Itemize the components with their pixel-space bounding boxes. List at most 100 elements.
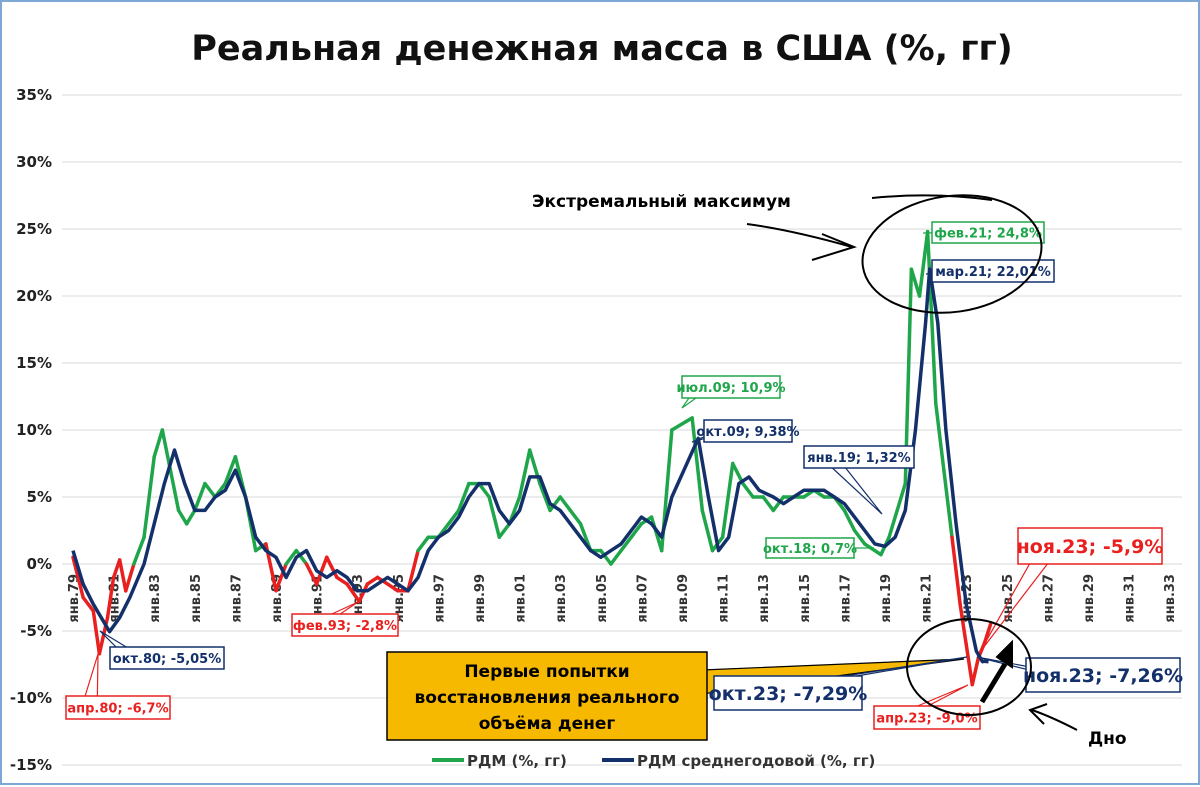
x-tick-label: янв.05: [595, 574, 610, 623]
x-tick-label: янв.03: [554, 574, 569, 623]
rdm-line-segment: [917, 229, 930, 298]
circle-bottom: [906, 618, 1032, 716]
y-tick-label: -5%: [20, 622, 52, 640]
y-tick-label: 10%: [16, 421, 52, 439]
up-arrow-head-icon: [995, 639, 1013, 669]
rdm-line-segment: [294, 548, 309, 566]
callout-text: объёма денег: [479, 714, 616, 734]
legend-label-rdm: РДМ (%, гг): [467, 752, 567, 770]
data-label: фев.93; -2,8%: [291, 601, 399, 637]
x-tick-label: янв.33: [1163, 574, 1178, 623]
x-tick-label: янв.01: [514, 574, 529, 623]
rdm-line-segment: [357, 582, 370, 604]
y-tick-label: 0%: [27, 555, 52, 573]
data-label: апр.80; -6,7%: [65, 653, 171, 720]
rdm-line-segment: [761, 495, 776, 513]
rdm-line-segment: [477, 481, 491, 499]
rdm-line-segment: [304, 562, 319, 586]
x-tick-label: янв.79: [67, 574, 82, 623]
x-tick-label: янв.87: [229, 574, 244, 623]
x-tick-label: янв.97: [432, 574, 447, 623]
rdm-line-segment: [124, 562, 136, 593]
legend: РДМ (%, гг) РДМ среднегодовой (%, гг): [432, 752, 875, 770]
rdm-line-segment: [887, 508, 899, 539]
svg-text:июл.09; 10,9%: июл.09; 10,9%: [676, 381, 785, 396]
svg-text:апр.23; -9,0%: апр.23; -9,0%: [876, 712, 977, 727]
callout-text: восстановления реального: [415, 688, 680, 708]
data-label: июл.09; 10,9%: [676, 375, 786, 409]
rdm-line-segment: [152, 428, 165, 459]
arrow-icon: [746, 223, 857, 261]
svg-text:фев.93; -2,8%: фев.93; -2,8%: [293, 619, 397, 634]
rdm-line-segment: [538, 481, 552, 513]
svg-text:фев.21; 24,8%: фев.21; 24,8%: [934, 227, 1042, 242]
data-label: окт.09; 9,38%: [691, 419, 800, 443]
x-tick-label: янв.11: [717, 574, 732, 623]
rdm-line-segment: [852, 528, 867, 546]
rdm-line-segment: [568, 508, 583, 526]
rdm-line-segment: [970, 656, 981, 687]
rdm-line-segment: [619, 535, 633, 553]
rdm-line-segment: [771, 495, 786, 513]
circle-max: [861, 194, 1043, 314]
note-extreme-max: Экстремальный максимум: [532, 192, 791, 212]
svg-text:ноя.23; -5,9%: ноя.23; -5,9%: [1017, 536, 1164, 558]
y-tick-label: -10%: [10, 689, 52, 707]
rdm-line-segment: [385, 582, 400, 593]
rdm-line-segment: [925, 229, 938, 405]
data-label: окт.18; 0,7%: [763, 537, 874, 559]
x-tick-label: янв.31: [1123, 574, 1138, 623]
rdm-line-segment: [690, 416, 705, 513]
data-label: ноя.23; -7,26%: [976, 656, 1183, 693]
arrow-icon: [1028, 703, 1078, 731]
rdm-line-segment: [446, 508, 461, 526]
rdm-line-segment: [720, 461, 735, 539]
rdm-line-segment: [176, 508, 189, 526]
rdm-line-segment: [629, 522, 644, 539]
rdm-line-segment: [335, 575, 349, 586]
y-tick-label: 15%: [16, 354, 52, 372]
x-tick-label: янв.83: [148, 574, 163, 623]
y-tick-label: 20%: [16, 287, 52, 305]
x-tick-label: янв.91: [311, 574, 326, 623]
rdm-line-segment: [168, 468, 181, 513]
rdm-line-segment: [365, 575, 380, 586]
rdm-line-segment: [71, 555, 85, 600]
x-tick-label: янв.09: [676, 574, 691, 623]
rdm-average-line: [71, 267, 989, 664]
up-arrow-icon: [979, 662, 1008, 704]
rdm-line-segment: [274, 562, 288, 593]
rdm-line-segment: [142, 455, 156, 539]
y-tick-label: 25%: [16, 220, 52, 238]
rdm-line-segment: [909, 267, 922, 298]
y-tick-label: 5%: [27, 488, 52, 506]
y-tick-label: -15%: [10, 756, 52, 774]
rdm-line-segment: [958, 602, 968, 647]
x-tick-label: янв.99: [473, 574, 488, 623]
grid: [62, 94, 1182, 766]
rdm-line-segment: [895, 481, 908, 513]
svg-text:окт.23; -7,29%: окт.23; -7,29%: [709, 683, 868, 705]
rdm-line-segment: [670, 416, 694, 432]
data-label: окт.23; -7,29%: [709, 656, 968, 711]
rdm-line-segment: [81, 595, 96, 613]
y-tick-label: 30%: [16, 153, 52, 171]
rdm-line-segment: [649, 515, 664, 553]
rdm-line-segment: [982, 622, 993, 645]
rdm-line-segment: [416, 535, 430, 553]
data-label: янв.19; 1,32%: [803, 445, 915, 515]
rdm-line-segment: [942, 468, 954, 539]
rdm-line-segment: [741, 481, 755, 499]
svg-text:ноя.23; -7,26%: ноя.23; -7,26%: [1023, 665, 1183, 687]
rdm-line-segment: [497, 522, 512, 539]
rdm-line-segment: [203, 481, 217, 499]
x-axis: янв.79 янв.81 янв.83 янв.85 янв.87 янв.89 янв.…: [67, 574, 1178, 623]
rdm-line-segment: [487, 495, 502, 539]
rdm-line-segment: [325, 555, 339, 580]
x-tick-label: янв.85: [189, 574, 204, 623]
rdm-line-segment: [456, 481, 471, 513]
rdm-line-segment: [548, 495, 562, 513]
rdm-line-segment: [105, 575, 116, 620]
